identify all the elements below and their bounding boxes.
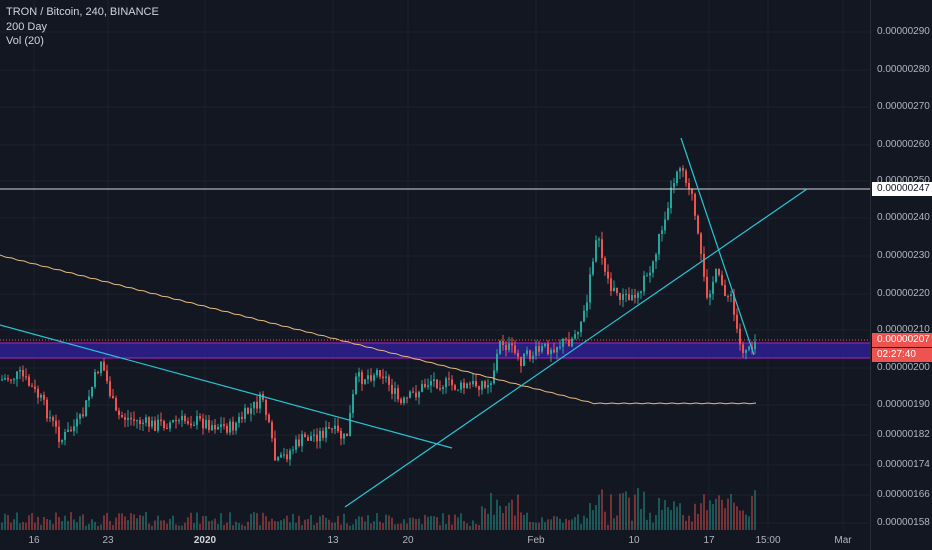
chart-svg[interactable] — [0, 0, 870, 550]
time-tick-label: 16 — [28, 535, 40, 546]
volume-indicator-label[interactable]: Vol (20) — [6, 35, 44, 47]
grid — [0, 0, 870, 530]
price-tick-label: 0.00000220 — [877, 288, 930, 299]
time-tick-label: 15:00 — [755, 535, 781, 546]
time-tick-label: Mar — [834, 535, 852, 546]
trendline-descending-short[interactable] — [680, 137, 755, 356]
chart-legend: TRON / Bitcoin, 240, BINANCE 200 Day Vol… — [6, 5, 159, 49]
time-tick-label: 13 — [327, 535, 339, 546]
price-tick-label: 0.00000174 — [877, 459, 930, 470]
ma-indicator-label[interactable]: 200 Day — [6, 20, 47, 33]
symbol-title[interactable]: TRON / Bitcoin, 240, BINANCE — [6, 6, 159, 18]
time-tick-label: 20 — [402, 535, 414, 546]
price-tick-label: 0.00000166 — [877, 489, 930, 500]
time-tick-label: 2020 — [193, 535, 217, 546]
support-zone[interactable] — [0, 343, 870, 358]
price-tick-label: 0.00000230 — [877, 250, 930, 261]
price-tick-label: 0.00000200 — [877, 362, 930, 373]
time-tick-label: 10 — [628, 535, 640, 546]
resistance-price-tag: 0.00000247 — [872, 182, 932, 196]
trendline-descending-long[interactable] — [0, 324, 453, 449]
price-tick-label: 0.00000250 — [877, 175, 930, 186]
price-tick-label: 0.00000260 — [877, 139, 930, 150]
price-tick-label: 0.00000210 — [877, 324, 930, 335]
time-tick-label: Feb — [527, 535, 545, 546]
price-tick-label: 0.00000290 — [877, 26, 930, 37]
price-axis[interactable]: 0.00000290 0.00000280 0.00000270 0.00000260… — [870, 0, 932, 550]
price-tick-label: 0.00000158 — [877, 517, 930, 528]
countdown-tag: 02:27:40 — [872, 348, 932, 362]
moving-average-200 — [0, 254, 757, 405]
price-tick-label: 0.00000240 — [877, 212, 930, 223]
candlesticks — [1, 165, 756, 466]
time-tick-label: 17 — [703, 535, 715, 546]
chart-canvas[interactable]: TRON / Bitcoin, 240, BINANCE 200 Day Vol… — [0, 0, 870, 550]
price-tick-label: 0.00000280 — [877, 64, 930, 75]
current-price-tag: 0.00000207 — [872, 333, 932, 347]
volume-bars — [1, 488, 756, 530]
price-tick-label: 0.00000182 — [877, 429, 930, 440]
price-tick-label: 0.00000190 — [877, 399, 930, 410]
price-tick-label: 0.00000270 — [877, 101, 930, 112]
time-tick-label: 23 — [102, 535, 114, 546]
trendline-ascending[interactable] — [344, 188, 808, 508]
